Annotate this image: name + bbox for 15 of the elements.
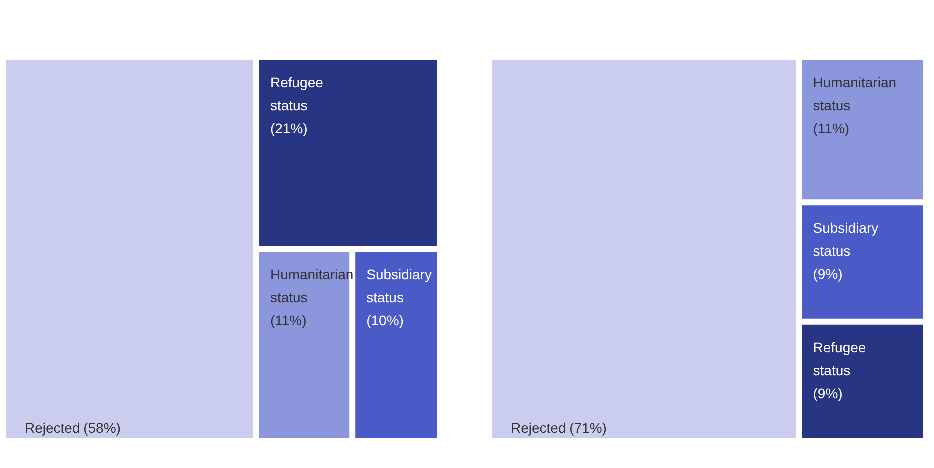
category-label: Rejected — [25, 420, 80, 436]
data-label: (58%) — [84, 420, 121, 436]
data-label: (71%) — [570, 420, 607, 436]
data-label: (21%) — [270, 120, 308, 136]
category-label: Subsidiary status — [366, 266, 432, 306]
data-label: (10%) — [366, 312, 404, 328]
data-label: (9%) — [813, 385, 843, 402]
data-label: (11%) — [813, 120, 850, 136]
category-label: Rejected — [511, 420, 566, 436]
category-label: Subsidiary status — [813, 220, 879, 260]
category-label: Refugee status — [270, 74, 324, 114]
category-label: Humanitarian status — [813, 74, 897, 114]
data-label: (9%) — [813, 266, 843, 282]
data-label: (11%) — [270, 312, 307, 328]
category-label: Refugee status — [813, 339, 866, 378]
